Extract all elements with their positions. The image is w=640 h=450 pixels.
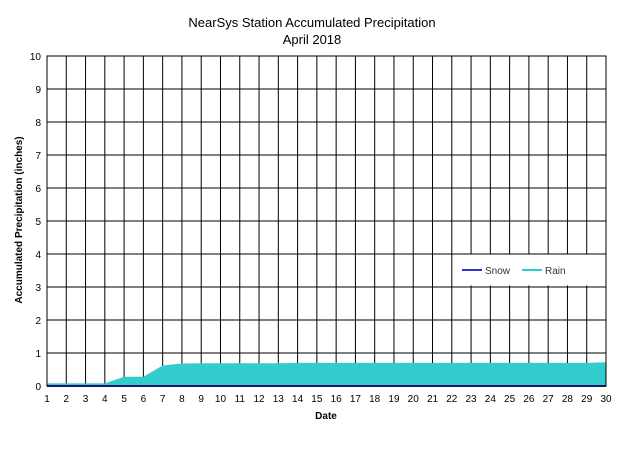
y-tick-label: 1 [35,349,41,360]
x-axis-label: Date [315,411,337,422]
x-tick-label: 6 [141,394,147,405]
x-tick-label: 15 [311,394,323,405]
x-tick-label: 12 [253,394,265,405]
y-tick-label: 9 [35,85,41,96]
series-rain-area [47,362,606,386]
x-tick-label: 20 [408,394,420,405]
x-tick-label: 14 [292,394,304,405]
y-tick-label: 2 [35,316,41,327]
legend: Snow Rain [454,254,588,286]
x-tick-label: 18 [369,394,381,405]
x-tick-label: 27 [543,394,555,405]
legend-item-snow: Snow [462,266,511,277]
legend-label: Snow [485,266,511,277]
x-tick-labels: 1 2 3 4 5 6 7 8 9 10 11 12 13 14 15 16 17 18 19 20 21 22 23 24 2… [44,394,612,405]
x-tick-label: 9 [198,394,204,405]
x-tick-label: 21 [427,394,439,405]
y-tick-label: 3 [35,283,41,294]
y-axis-label: Accumulated Precipitation (inches) [14,136,25,303]
x-tick-label: 22 [446,394,458,405]
y-tick-label: 8 [35,118,41,129]
x-tick-label: 2 [63,394,69,405]
y-tick-label: 5 [35,217,41,228]
x-tick-label: 8 [179,394,185,405]
x-tick-label: 4 [102,394,108,405]
y-tick-label: 4 [35,250,41,261]
x-tick-label: 17 [350,394,362,405]
y-tick-label: 6 [35,184,41,195]
chart-title: NearSys Station Accumulated Precipitatio… [188,15,435,30]
x-tick-label: 28 [562,394,574,405]
x-tick-label: 3 [83,394,89,405]
x-tick-label: 29 [581,394,593,405]
y-tick-label: 7 [35,151,41,162]
y-tick-labels: 0 1 2 3 4 5 6 7 8 9 10 [30,52,42,393]
legend-item-rain: Rain [522,266,566,277]
x-tick-label: 24 [485,394,497,405]
plot-area-border [46,55,607,387]
y-tick-label: 10 [30,52,42,63]
x-tick-label: 10 [215,394,227,405]
y-tick-label: 0 [35,382,41,393]
x-tick-label: 16 [331,394,343,405]
x-tick-label: 1 [44,394,50,405]
x-tick-label: 23 [466,394,478,405]
x-tick-label: 30 [600,394,612,405]
x-tick-label: 26 [523,394,535,405]
series-areas [47,362,606,387]
x-tick-label: 11 [235,394,246,405]
grid-lines [46,55,607,387]
legend-label: Rain [545,266,566,277]
x-tick-label: 7 [160,394,166,405]
x-tick-label: 5 [121,394,127,405]
chart-subtitle: April 2018 [283,32,342,47]
x-tick-label: 13 [273,394,285,405]
x-tick-label: 19 [388,394,400,405]
x-tick-label: 25 [504,394,516,405]
